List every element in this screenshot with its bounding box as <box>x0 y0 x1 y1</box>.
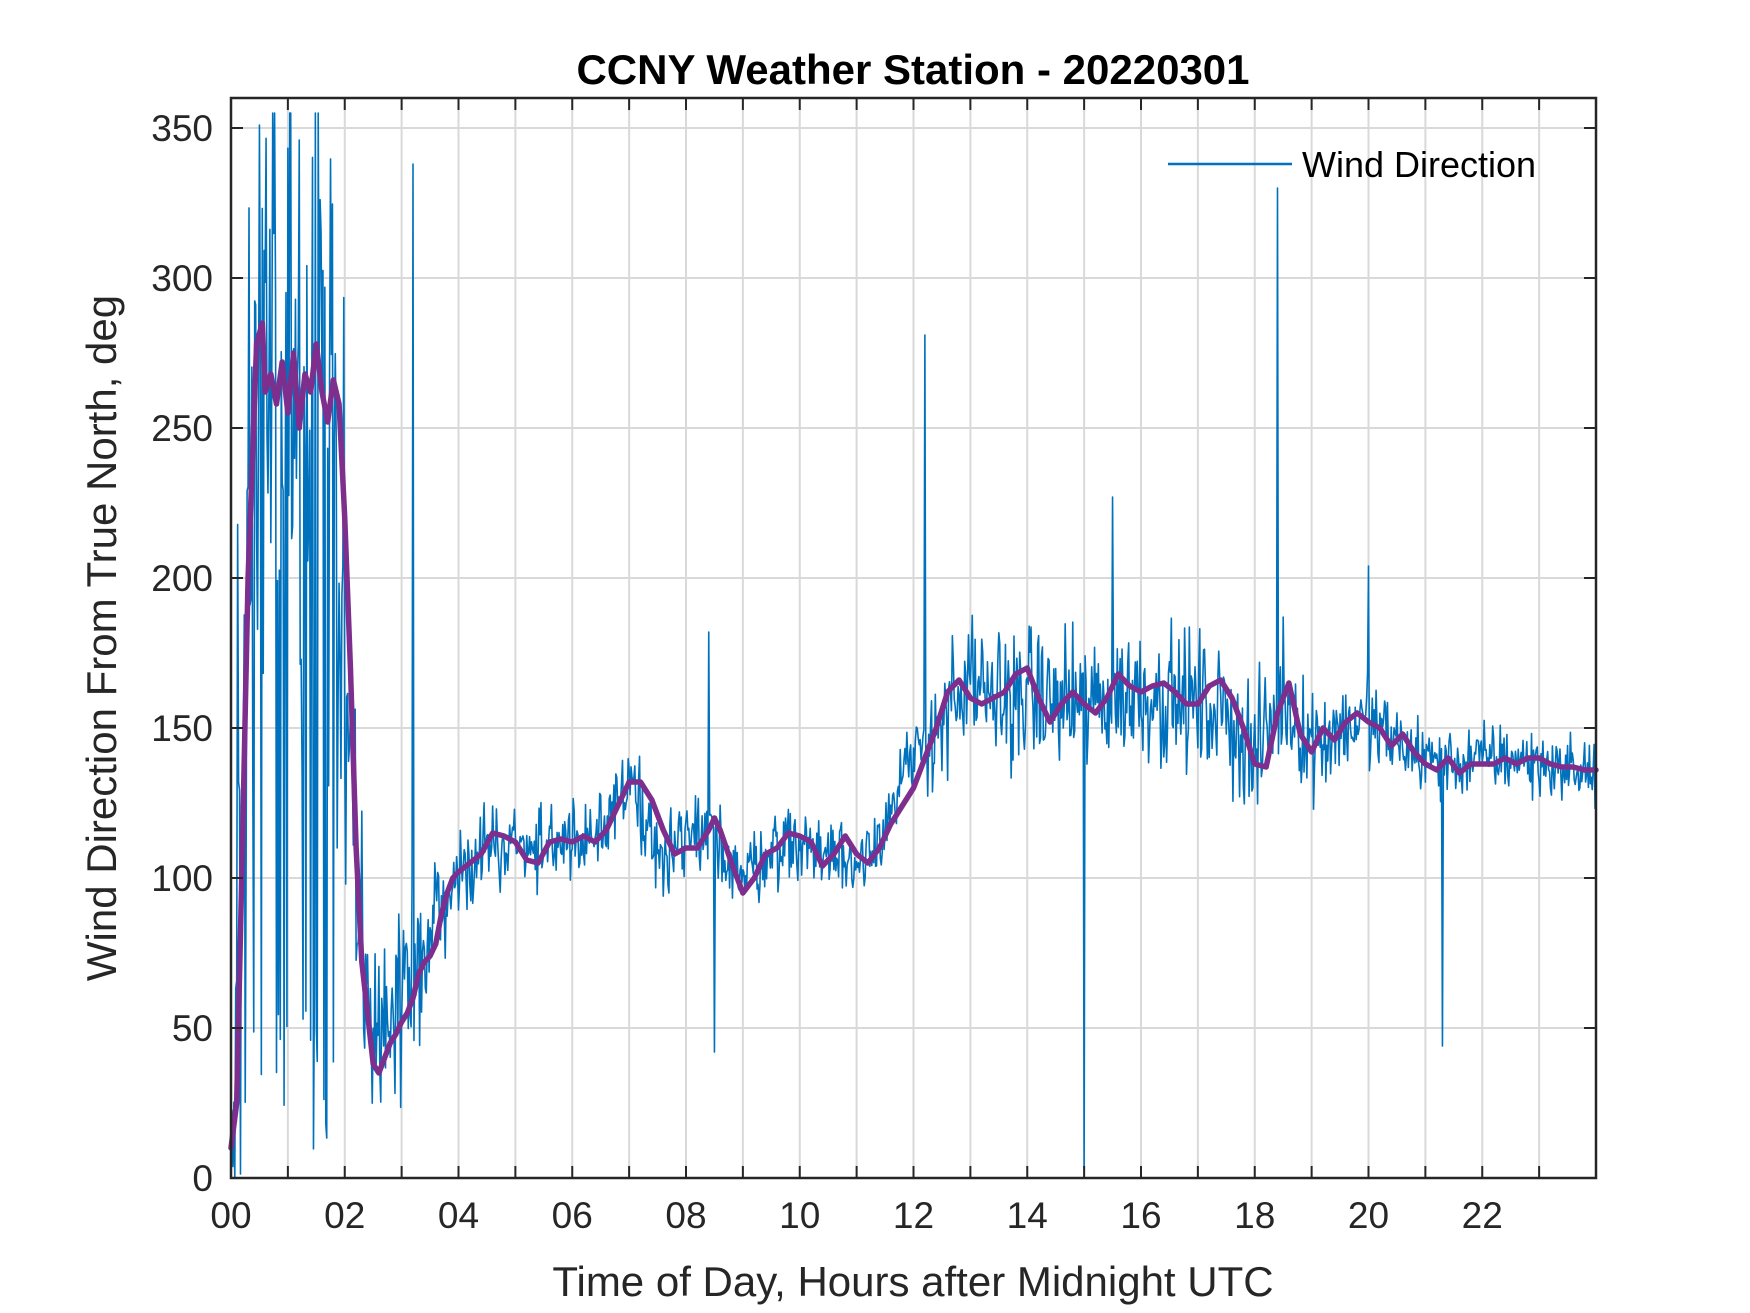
y-tick-labels: 0 50 100 150 200 250 300 350 <box>151 108 213 1199</box>
x-tick-label: 08 <box>665 1195 706 1236</box>
x-tick-label: 18 <box>1234 1195 1275 1236</box>
wind-direction-series <box>230 112 1596 1179</box>
y-tick-label: 0 <box>192 1158 213 1199</box>
y-tick-label: 100 <box>151 858 213 899</box>
x-tick-label: 10 <box>779 1195 820 1236</box>
legend: Wind Direction <box>1168 144 1536 185</box>
y-axis-title: Wind Direction From True North, deg <box>78 295 125 981</box>
x-tick-label: 16 <box>1120 1195 1161 1236</box>
x-tick-label: 12 <box>893 1195 934 1236</box>
y-tick-label: 200 <box>151 558 213 599</box>
axis-ticks <box>230 98 1596 1179</box>
x-tick-label: 14 <box>1007 1195 1048 1236</box>
x-tick-label: 00 <box>210 1195 251 1236</box>
running-average-line <box>228 320 1599 1151</box>
chart-title: CCNY Weather Station - 20220301 <box>576 46 1249 93</box>
y-tick-label: 300 <box>151 258 213 299</box>
y-tick-label: 50 <box>172 1008 213 1049</box>
x-axis-title: Time of Day, Hours after Midnight UTC <box>552 1258 1273 1305</box>
running-average-series <box>228 320 1599 1151</box>
y-tick-label: 150 <box>151 708 213 749</box>
y-tick-label: 350 <box>151 108 213 149</box>
x-tick-label: 22 <box>1462 1195 1503 1236</box>
x-tick-label: 20 <box>1348 1195 1389 1236</box>
x-tick-labels: 00 02 04 06 08 10 12 14 16 18 20 22 <box>210 1195 1502 1236</box>
x-tick-label: 06 <box>552 1195 593 1236</box>
y-tick-label: 250 <box>151 408 213 449</box>
legend-label-wind-direction: Wind Direction <box>1302 144 1536 185</box>
wind-direction-line <box>230 112 1596 1179</box>
x-tick-label: 02 <box>324 1195 365 1236</box>
x-tick-label: 04 <box>438 1195 479 1236</box>
